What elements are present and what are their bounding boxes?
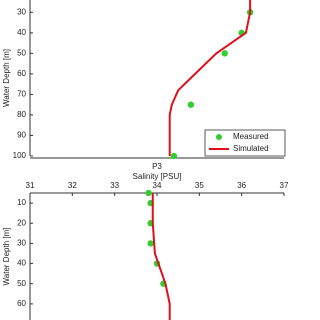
y-tick-label: 10 xyxy=(17,198,26,207)
y-tick-label: 40 xyxy=(17,259,26,268)
measured-point xyxy=(147,240,154,247)
legend-swatch xyxy=(216,134,222,140)
x-tick-label: 32 xyxy=(68,181,77,190)
y-tick-label: 20 xyxy=(17,218,26,227)
x-tick-label: 33 xyxy=(110,181,119,190)
legend-label: Measured xyxy=(233,132,269,141)
measured-point xyxy=(187,101,195,108)
y-tick-label: 40 xyxy=(17,28,26,37)
y-tick-label: 50 xyxy=(17,48,26,57)
y-tick-label: 60 xyxy=(17,299,26,308)
y-tick-label: 60 xyxy=(17,69,26,78)
y-tick-label: 70 xyxy=(17,90,26,99)
y-tick-label: 50 xyxy=(17,279,26,288)
simulated-line xyxy=(168,0,252,156)
y-tick-label: 30 xyxy=(17,239,26,248)
x-tick-label: 37 xyxy=(280,181,289,190)
y-tick-label: 30 xyxy=(17,7,26,16)
y-tick-label: 100 xyxy=(13,151,27,160)
measured-point xyxy=(170,152,178,160)
x-tick-label: 34 xyxy=(153,181,162,190)
y-axis-label: Water Depth [m] xyxy=(2,49,11,107)
measured-point xyxy=(145,189,152,197)
simulated-line xyxy=(151,193,171,320)
x-tick-label: 31 xyxy=(26,181,35,190)
x-tick-label: 35 xyxy=(195,181,204,190)
x-axis-label: Salinity [PSU] xyxy=(133,172,182,181)
x-tick-label: 36 xyxy=(237,181,246,190)
y-tick-label: 80 xyxy=(17,110,26,119)
y-tick-label: 90 xyxy=(17,131,26,140)
panel-title: P3 xyxy=(152,162,162,171)
measured-point xyxy=(221,50,228,57)
y-axis-label: Water Depth [m] xyxy=(2,228,11,286)
legend-label: Simulated xyxy=(233,144,269,153)
